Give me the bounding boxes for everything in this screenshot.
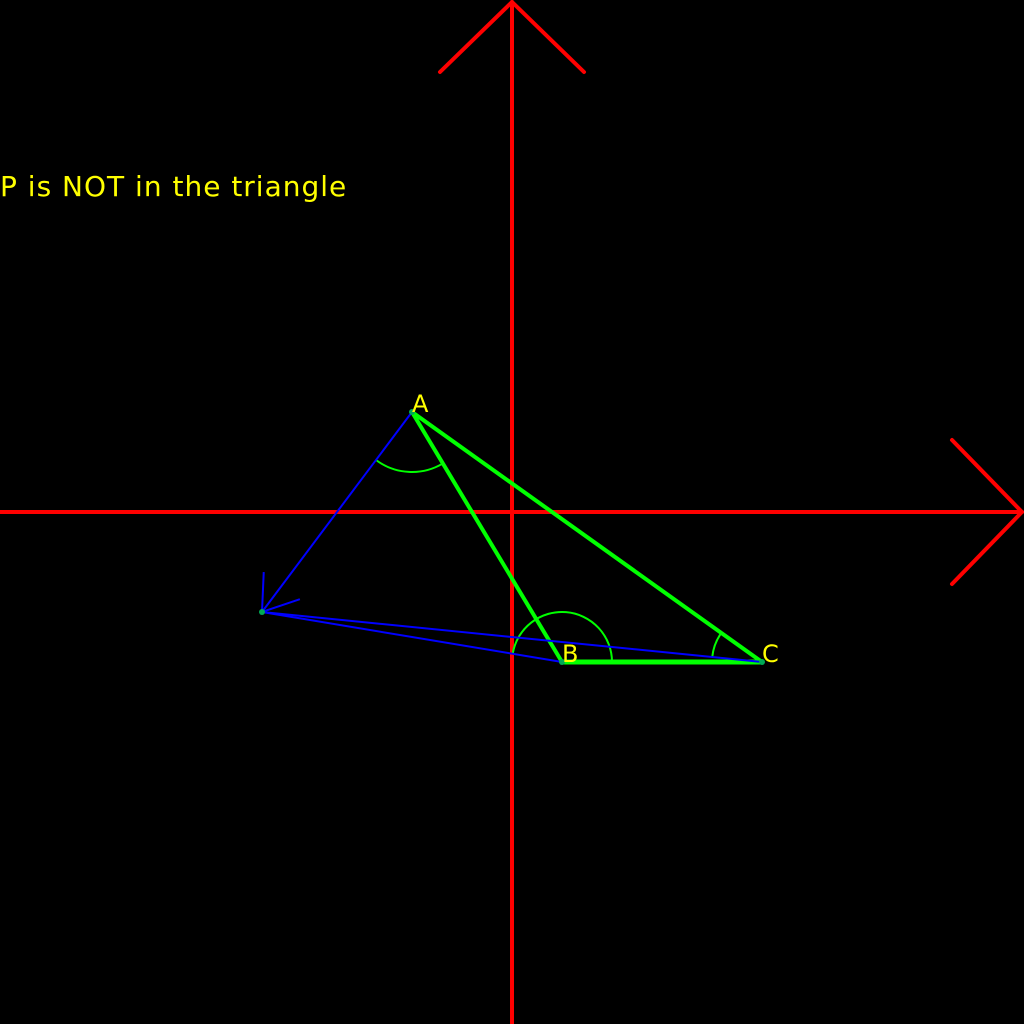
angle-arc-b [511,611,613,663]
vertex-label-c: C [762,640,779,668]
x-axis-arrowhead [950,438,1024,586]
vector-b-to-p [261,611,563,663]
vertex-dot-c [759,659,765,665]
triangle-edge-ab [410,410,564,664]
vertex-dot-b [559,659,565,665]
vector-a-to-p [261,411,413,613]
triangle-edge-ac [410,410,764,664]
y-axis-arrowhead [438,0,586,74]
vertex-label-b: B [562,640,578,668]
vertex-dot-a [409,409,415,415]
vector-c-to-p [261,611,763,663]
point-dot-p [259,609,265,615]
vertex-label-a: A [412,390,429,418]
status-message: P is NOT in the triangle [0,170,348,203]
angle-arc-a [375,459,444,473]
angle-arc-c [711,632,723,658]
